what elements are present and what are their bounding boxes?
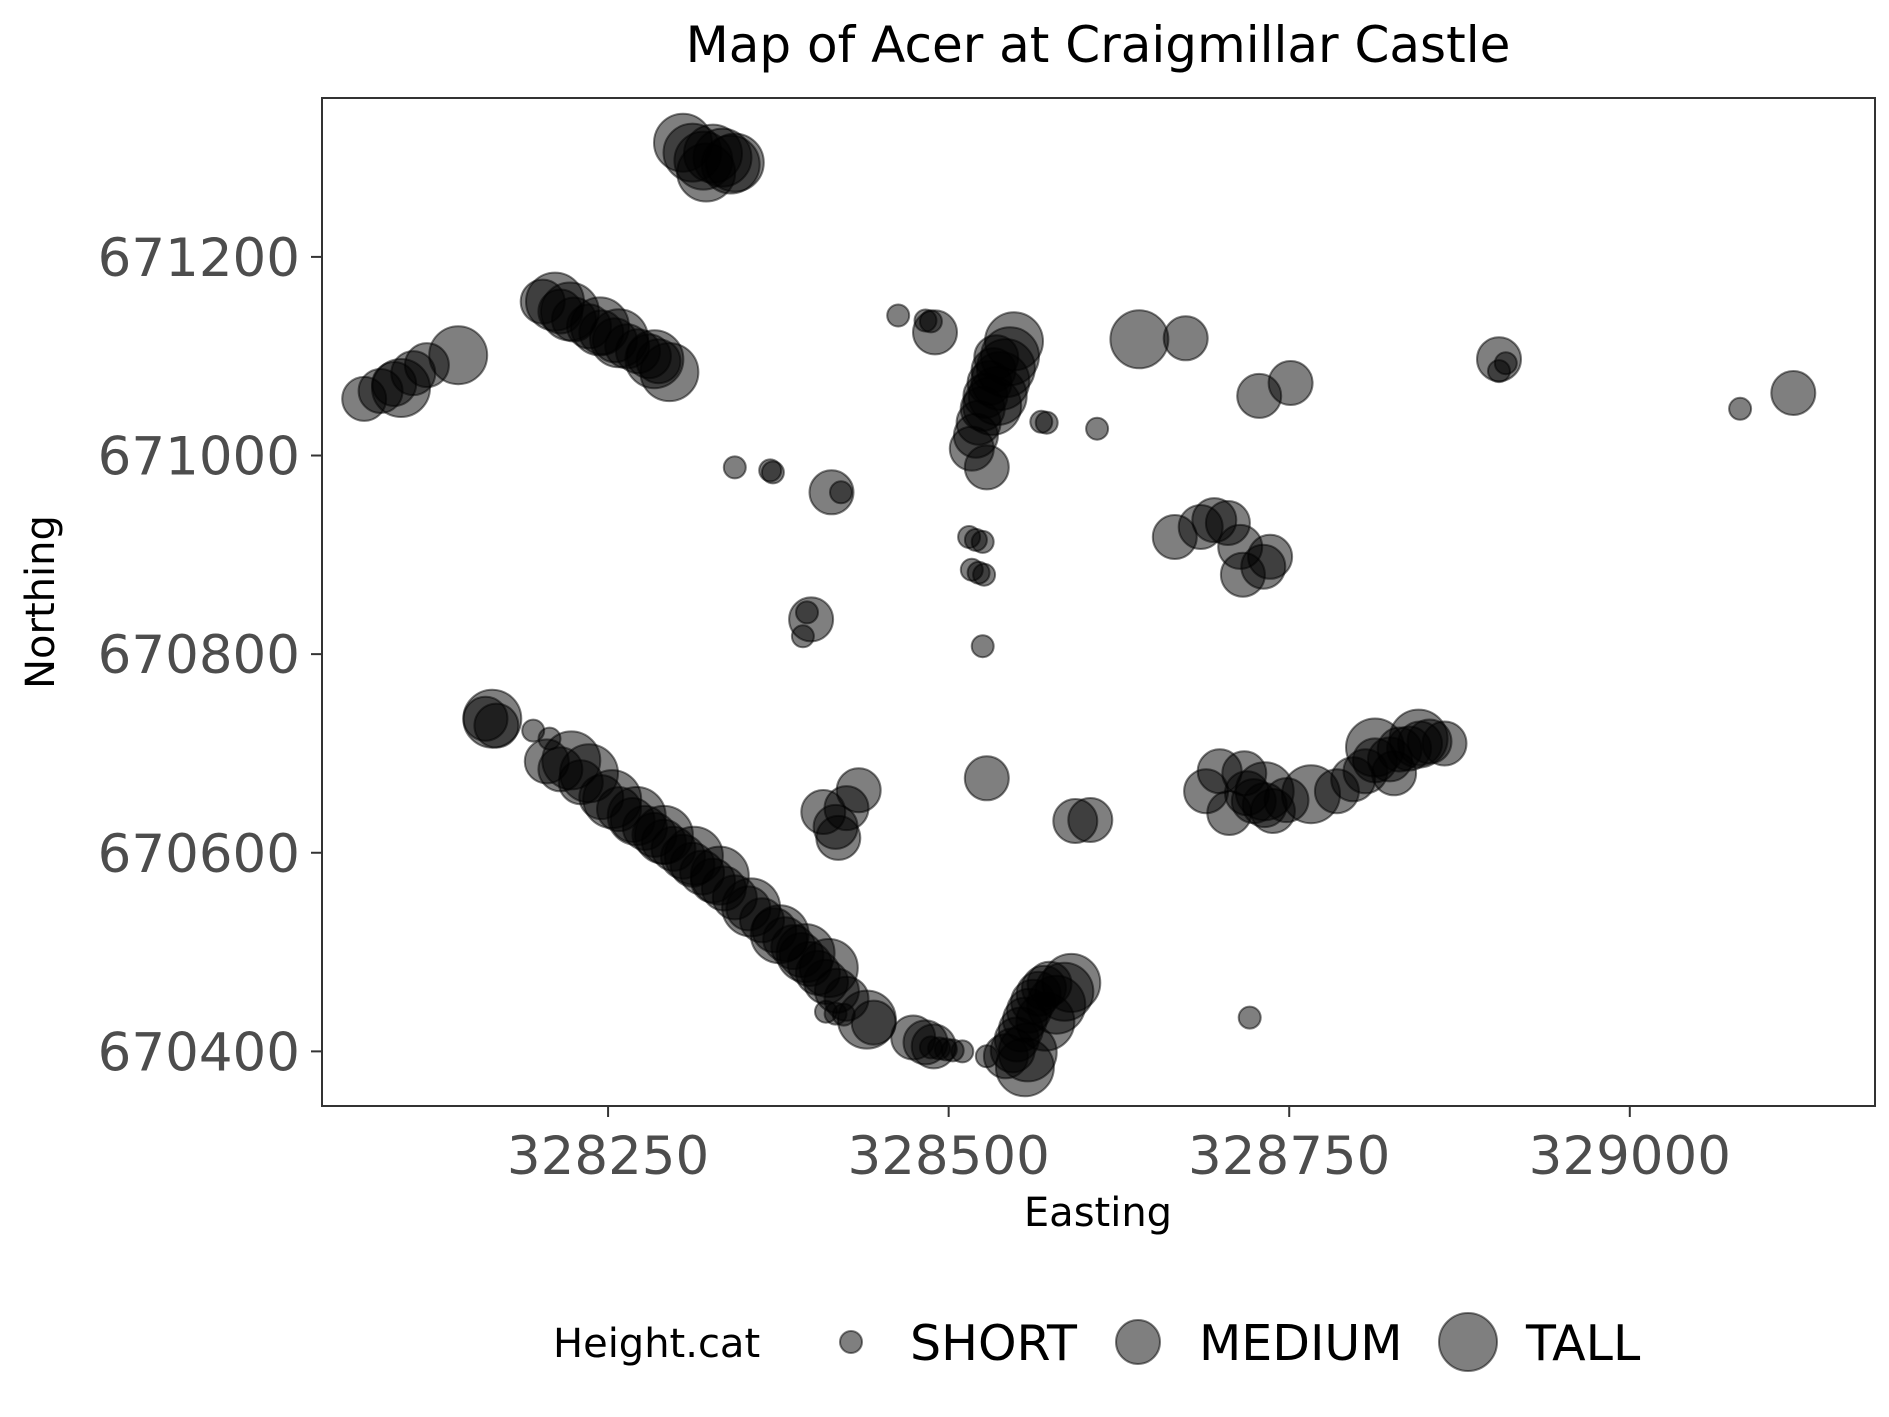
y-tick-label-3: 671000 [98,427,300,488]
points-layer [341,112,1817,1098]
legend-key-medium [1115,1319,1161,1365]
legend-key-tall [1438,1312,1498,1372]
point-medium-44 [788,596,835,643]
x-tick-label-0: 328250 [507,1126,709,1187]
point-short-17 [972,562,997,587]
y-axis-title: Northing [18,515,64,689]
y-tick-label-0: 670400 [98,1022,300,1083]
point-short-10 [1034,410,1059,435]
point-tall-8 [462,688,523,749]
point-medium-65 [912,309,958,356]
point-medium-77 [1067,797,1114,843]
point-medium-94 [1267,360,1314,406]
point-medium-50 [835,767,882,814]
point-medium-109 [1476,336,1522,383]
x-axis: 328250 328500 328750 329000 [507,1106,1731,1187]
x-tick-label-2: 328750 [1188,1126,1390,1187]
chart-title: Map of Acer at Craigmillar Castle [686,16,1511,74]
plot-panel [321,97,1876,1107]
point-short-0 [722,455,747,480]
point-short-18 [970,634,995,659]
point-medium-54 [910,1023,957,1070]
point-tall-32 [984,311,1044,372]
point-tall-26 [1041,952,1102,1013]
point-short-2 [760,460,785,485]
point-tall-0 [371,358,431,418]
point-medium-110 [1770,370,1817,416]
point-tall-35 [1281,764,1341,825]
point-short-6 [886,303,911,328]
point-medium-78 [1162,315,1209,362]
point-short-11 [1085,416,1110,441]
point-medium-86 [1247,533,1294,580]
point-tall-45 [704,132,765,193]
point-tall-7 [639,342,700,403]
x-axis-title: Easting [1024,1190,1172,1236]
point-tall-37 [1388,708,1449,769]
point-medium-74 [963,444,1010,491]
point-short-19 [1237,1005,1262,1030]
y-axis: 670400 670600 670800 671000 671200 [98,228,322,1083]
y-tick-label-2: 670800 [98,625,300,686]
point-tall-1 [428,325,489,386]
y-tick-label-4: 671200 [98,228,300,289]
legend-label-tall: TALL [1525,1315,1641,1372]
legend-label-medium: MEDIUM [1199,1315,1403,1372]
point-short-14 [970,529,995,554]
point-tall-19 [798,938,859,998]
point-tall-20 [836,989,897,1050]
y-tick-label-1: 670600 [98,824,300,885]
legend-label-short: SHORT [910,1315,1078,1372]
point-short-22 [1728,396,1753,421]
point-medium-45 [808,469,855,516]
x-tick-label-3: 329000 [1529,1126,1731,1187]
point-tall-33 [1109,309,1170,370]
x-tick-label-1: 328500 [847,1126,1049,1187]
legend-key-short [839,1330,863,1354]
legend: Height.cat SHORT MEDIUM TALL [553,1312,1641,1372]
legend-title: Height.cat [553,1321,760,1367]
point-medium-75 [963,755,1010,802]
